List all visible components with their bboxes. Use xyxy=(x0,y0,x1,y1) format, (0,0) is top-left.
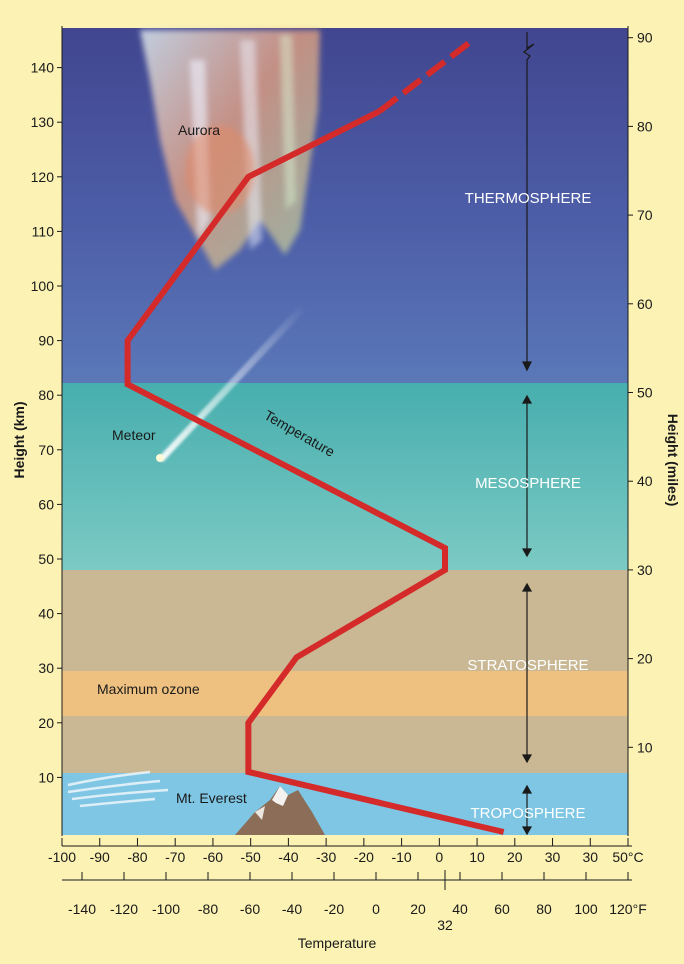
fahrenheit-tick-label: -40 xyxy=(282,901,302,917)
meteor-trail xyxy=(158,305,306,462)
ozone-band xyxy=(62,671,628,716)
km-tick-label: 90 xyxy=(38,333,54,349)
fahrenheit-tick-label: 80 xyxy=(536,901,552,917)
cloud-wisps xyxy=(67,770,169,808)
fahrenheit-tick-label: 60 xyxy=(494,901,510,917)
aurora-glow xyxy=(140,30,320,270)
fahrenheit-tick-label: 120°F xyxy=(609,901,647,917)
temperature-axis: -100 -90 -80 -70 -60 -50 -40 -30 -20 -10 0 10 20 30 30… xyxy=(48,838,647,933)
celsius-tick-label: 30 xyxy=(582,849,598,865)
celsius-tick-label: -90 xyxy=(90,849,110,865)
fahrenheit-tick-label: 100 xyxy=(574,901,598,917)
miles-tick-label: 60 xyxy=(637,296,653,312)
celsius-tick-label: 10 xyxy=(469,849,485,865)
freezing-point-label: 32 xyxy=(437,917,453,933)
fahrenheit-tick-label: -80 xyxy=(198,901,218,917)
miles-tick-label: 80 xyxy=(637,118,653,134)
fahrenheit-tick-label: -100 xyxy=(152,901,180,917)
miles-tick-label: 50 xyxy=(637,385,653,401)
height-miles-axis-title: Height (miles) xyxy=(665,414,681,507)
km-tick-label: 110 xyxy=(32,223,55,239)
temperature-curve xyxy=(124,37,505,835)
mesosphere-band xyxy=(62,383,628,570)
fahrenheit-tick-label: 40 xyxy=(452,901,468,917)
height-miles-axis: 10 20 30 40 50 60 70 80 90 xyxy=(627,26,653,836)
temperature-curve-solid xyxy=(124,108,505,835)
fahrenheit-tick-label: -20 xyxy=(324,901,344,917)
miles-tick-label: 20 xyxy=(637,651,653,667)
celsius-tick-label: -10 xyxy=(391,849,411,865)
celsius-tick-label: -60 xyxy=(203,849,223,865)
height-km-axis: 10 20 30 40 50 60 70 80 90 100 110 120 130 140 xyxy=(31,26,63,836)
km-tick-label: 130 xyxy=(31,114,55,130)
miles-tick-label: 70 xyxy=(637,207,653,223)
km-tick-label: 10 xyxy=(38,769,54,785)
temperature-curve-dashed xyxy=(377,37,475,114)
stratosphere-label: STRATOSPHERE xyxy=(467,657,588,674)
mesosphere-label: MESOSPHERE xyxy=(475,475,581,492)
troposphere-band xyxy=(62,773,628,835)
km-tick-label: 140 xyxy=(31,60,55,76)
km-tick-label: 20 xyxy=(38,715,54,731)
km-tick-label: 70 xyxy=(38,442,54,458)
mountain-icon xyxy=(235,786,325,835)
celsius-tick-label: -20 xyxy=(354,849,374,865)
celsius-tick-label: 50°C xyxy=(612,849,643,865)
celsius-tick-label: 0 xyxy=(435,849,443,865)
layer-arrows xyxy=(521,32,535,836)
celsius-tick-label: -50 xyxy=(241,849,261,865)
celsius-tick-label: -80 xyxy=(127,849,147,865)
km-tick-label: 60 xyxy=(38,496,54,512)
miles-tick-label: 90 xyxy=(637,30,653,46)
km-tick-label: 100 xyxy=(31,278,55,294)
celsius-tick-label: -100 xyxy=(48,849,76,865)
celsius-tick-label: -70 xyxy=(165,849,185,865)
km-tick-label: 30 xyxy=(38,660,54,676)
km-tick-label: 80 xyxy=(38,387,54,403)
celsius-tick-label: 20 xyxy=(507,849,523,865)
fahrenheit-tick-label: 0 xyxy=(372,901,380,917)
fahrenheit-tick-label: -120 xyxy=(110,901,138,917)
miles-tick-label: 10 xyxy=(637,739,653,755)
celsius-tick-label: 30 xyxy=(545,849,561,865)
temperature-axis-title: Temperature xyxy=(298,935,377,951)
fahrenheit-tick-label: -140 xyxy=(68,901,96,917)
everest-label: Mt. Everest xyxy=(176,790,247,806)
meteor-head xyxy=(156,454,164,462)
ozone-label: Maximum ozone xyxy=(97,681,200,697)
troposphere-label: TROPOSPHERE xyxy=(470,805,585,822)
meteor-label: Meteor xyxy=(112,427,156,443)
celsius-tick-label: -30 xyxy=(316,849,336,865)
height-km-axis-title: Height (km) xyxy=(11,402,27,479)
fahrenheit-tick-label: 20 xyxy=(410,901,426,917)
fahrenheit-tick-label: -60 xyxy=(240,901,260,917)
km-tick-label: 50 xyxy=(38,551,54,567)
km-tick-label: 120 xyxy=(31,169,55,185)
km-tick-label: 40 xyxy=(38,606,54,622)
thermosphere-label: THERMOSPHERE xyxy=(465,190,592,207)
miles-tick-label: 40 xyxy=(637,473,653,489)
aurora-label: Aurora xyxy=(178,122,220,138)
miles-tick-label: 30 xyxy=(637,562,653,578)
celsius-tick-label: -40 xyxy=(278,849,298,865)
